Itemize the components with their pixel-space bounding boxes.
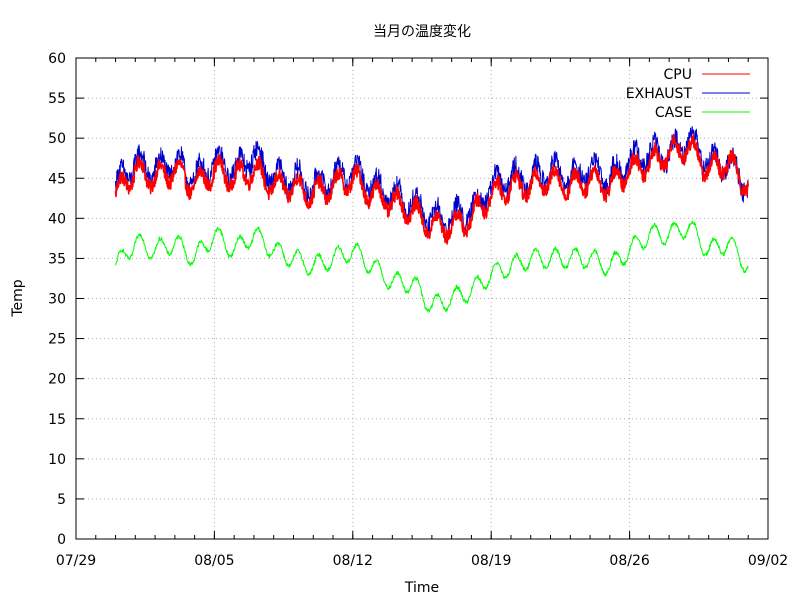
y-tick-label: 45 <box>48 171 66 187</box>
x-tick-label: 09/02 <box>748 553 788 569</box>
series-line-cpu <box>114 133 749 245</box>
legend-label-cpu: CPU <box>664 67 692 83</box>
x-axis-label: Time <box>404 580 439 596</box>
x-tick-label: 08/05 <box>194 553 234 569</box>
y-axis-label: Temp <box>10 279 26 317</box>
x-tick-label: 08/19 <box>471 553 511 569</box>
y-tick-label: 10 <box>48 452 66 468</box>
y-tick-label: 35 <box>48 251 66 267</box>
legend-label-exhaust: EXHAUST <box>626 86 693 102</box>
series-layer <box>114 126 749 313</box>
y-tick-label: 20 <box>48 372 66 388</box>
y-tick-label: 0 <box>57 532 66 548</box>
y-tick-label: 40 <box>48 211 66 227</box>
x-tick-label: 08/12 <box>333 553 373 569</box>
y-tick-label: 50 <box>48 131 66 147</box>
x-tick-label: 07/29 <box>56 553 96 569</box>
legend: CPU EXHAUST CASE <box>626 67 750 121</box>
y-tick-label: 30 <box>48 292 66 308</box>
chart-title: 当月の温度変化 <box>373 23 471 40</box>
y-tick-label: 25 <box>48 332 66 348</box>
series-line-case <box>115 220 749 313</box>
axis-ticks: 0 5 10 15 20 25 30 35 40 45 50 55 60 07/29 08/05 08/12 0… <box>48 51 788 569</box>
x-tick-label: 08/26 <box>609 553 649 569</box>
legend-label-case: CASE <box>655 105 692 121</box>
y-tick-label: 5 <box>57 492 66 508</box>
y-tick-label: 55 <box>48 91 66 107</box>
y-tick-label: 15 <box>48 412 66 428</box>
y-tick-label: 60 <box>48 51 66 67</box>
